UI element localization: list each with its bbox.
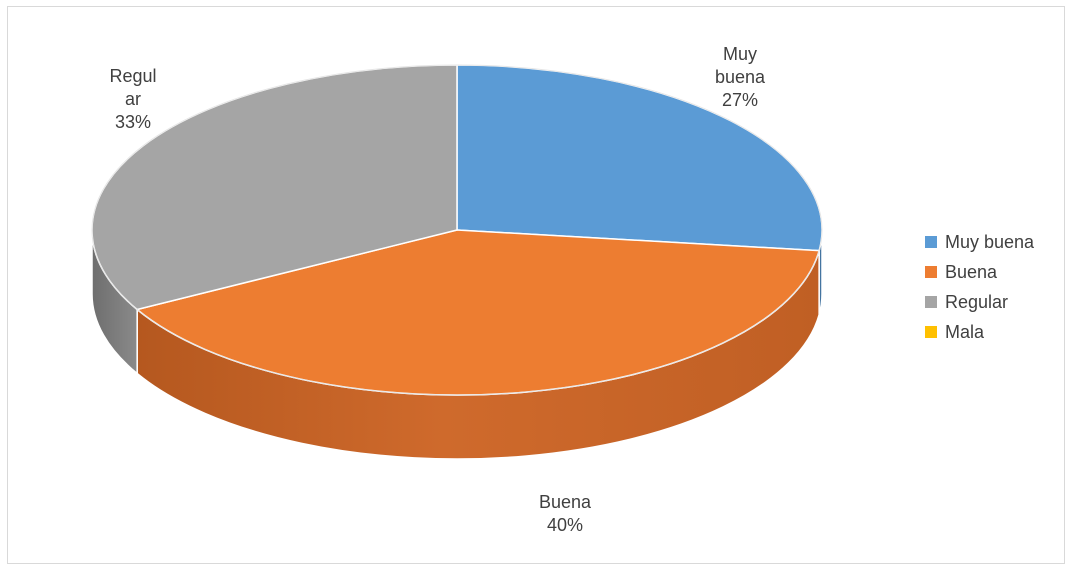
legend-swatch-regular	[925, 296, 937, 308]
slice-label-muy-buena-line-3: 27%	[722, 90, 758, 110]
slice-label-regular-line-3: 33%	[115, 112, 151, 132]
pie-slice-muy-buena	[456, 64, 823, 252]
slice-label-buena-line-2: 40%	[547, 515, 583, 535]
slice-label-buena-line-1: Buena	[539, 492, 592, 512]
legend: Muy buena Buena Regular Mala	[925, 232, 1035, 342]
slice-labels: Muy buena 27% Buena 40% Regul ar 33%	[109, 44, 766, 535]
legend-swatch-muy-buena	[925, 236, 937, 248]
slice-label-muy-buena-line-2: buena	[715, 67, 766, 87]
slice-label-regular-line-2: ar	[125, 89, 141, 109]
slice-label-regular-line-1: Regul	[109, 66, 156, 86]
pie-rim	[91, 64, 823, 396]
legend-swatch-mala	[925, 326, 937, 338]
pie-tops	[91, 64, 823, 396]
slice-label-muy-buena-line-1: Muy	[723, 44, 757, 64]
legend-label-regular: Regular	[945, 292, 1008, 312]
legend-label-buena: Buena	[945, 262, 998, 282]
legend-swatch-buena	[925, 266, 937, 278]
legend-label-muy-buena: Muy buena	[945, 232, 1035, 252]
legend-label-mala: Mala	[945, 322, 985, 342]
